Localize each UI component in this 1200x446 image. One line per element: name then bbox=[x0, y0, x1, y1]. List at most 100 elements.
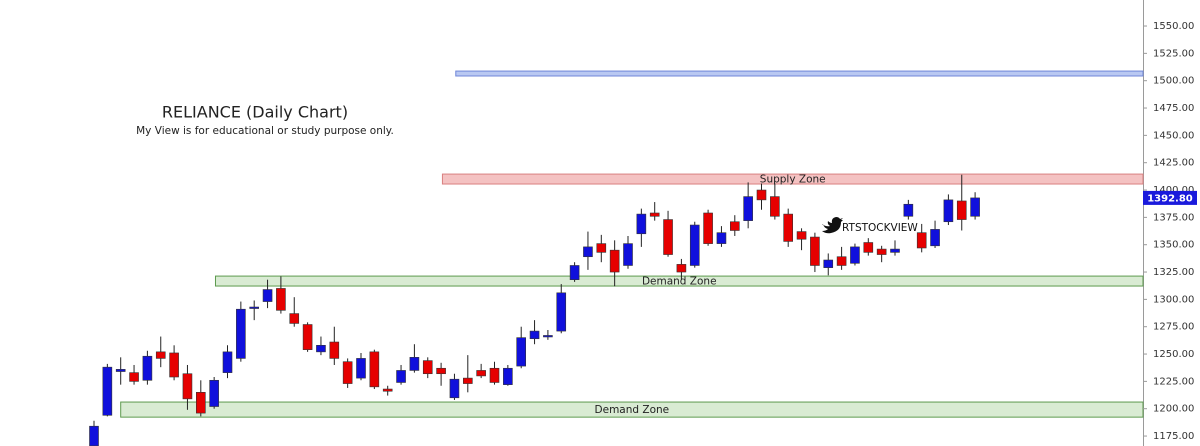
y-tick-label: 1300.00 bbox=[1153, 294, 1194, 305]
candle-body bbox=[222, 351, 233, 373]
candle-body bbox=[356, 358, 366, 379]
candle-body bbox=[489, 367, 500, 383]
candle-body bbox=[529, 330, 540, 340]
zone-label: Supply Zone bbox=[760, 174, 826, 186]
candle-body bbox=[422, 360, 433, 375]
candle-body bbox=[783, 213, 794, 242]
candle-body bbox=[663, 219, 673, 255]
candle-body bbox=[569, 265, 580, 280]
candle-body bbox=[676, 264, 687, 273]
candle-body bbox=[382, 388, 393, 392]
candle-body bbox=[583, 246, 593, 258]
candle-body bbox=[396, 370, 406, 383]
candle-body bbox=[810, 236, 820, 266]
candle-body bbox=[703, 212, 713, 244]
y-tick-label: 1200.00 bbox=[1153, 404, 1194, 415]
y-tick-label: 1225.00 bbox=[1153, 376, 1194, 387]
candle-body bbox=[903, 203, 914, 217]
watermark-text: RTSTOCKVIEW bbox=[842, 222, 918, 234]
y-tick-label: 1325.00 bbox=[1153, 267, 1194, 278]
candle-body bbox=[342, 361, 353, 384]
candle-body bbox=[623, 243, 633, 266]
y-tick-label: 1275.00 bbox=[1153, 322, 1194, 333]
zone-label: Demand Zone bbox=[642, 276, 717, 288]
candle-body bbox=[609, 249, 620, 273]
candle-body bbox=[289, 313, 300, 324]
candle-body bbox=[329, 341, 340, 359]
candle-body bbox=[209, 379, 219, 407]
candle-body bbox=[823, 259, 834, 268]
candle-body bbox=[596, 243, 607, 253]
y-tick-label: 1400.00 bbox=[1153, 185, 1194, 196]
candle-body bbox=[462, 377, 473, 384]
candle-body bbox=[115, 369, 126, 372]
candle-body bbox=[169, 352, 179, 378]
last-price-box bbox=[1143, 190, 1197, 205]
candle-body bbox=[129, 372, 139, 382]
candle-body bbox=[716, 232, 727, 244]
y-tick-label: 1450.00 bbox=[1153, 130, 1194, 141]
zone bbox=[214, 275, 1144, 287]
candle-body bbox=[196, 392, 206, 414]
candle-body bbox=[89, 425, 99, 446]
candle-body bbox=[503, 367, 513, 385]
candle-body bbox=[863, 242, 874, 253]
y-tick-label: 1550.00 bbox=[1153, 21, 1194, 32]
candle-body bbox=[770, 196, 780, 217]
watermark: RTSTOCKVIEW bbox=[822, 217, 918, 234]
chart-title: RELIANCE (Daily Chart) bbox=[162, 103, 348, 122]
candle-body bbox=[409, 357, 420, 371]
y-tick-label: 1500.00 bbox=[1153, 76, 1194, 87]
y-tick-label: 1475.00 bbox=[1153, 103, 1194, 114]
candle-body bbox=[970, 197, 980, 217]
candles bbox=[89, 174, 980, 446]
zone bbox=[455, 70, 1144, 77]
candle-body bbox=[142, 355, 153, 381]
y-tick-label: 1375.00 bbox=[1153, 212, 1194, 223]
candle-body bbox=[649, 212, 660, 217]
candle-body bbox=[155, 351, 166, 359]
y-tick-label: 1425.00 bbox=[1153, 158, 1194, 169]
y-tick-label: 1350.00 bbox=[1153, 240, 1194, 251]
twitter-icon bbox=[822, 217, 843, 234]
candle-body bbox=[689, 224, 700, 266]
zone-label: Demand Zone bbox=[595, 404, 670, 416]
zone bbox=[120, 401, 1144, 418]
candle-body bbox=[436, 367, 446, 375]
candle-body bbox=[836, 256, 847, 266]
candle-body bbox=[850, 246, 860, 264]
zone bbox=[441, 173, 1144, 185]
chart-subtitle: My View is for educational or study purp… bbox=[136, 125, 394, 137]
candle-body bbox=[556, 292, 567, 332]
zones: Supply Zone Demand Zone Demand Zone bbox=[120, 70, 1144, 418]
last-price-label: 1392.80 bbox=[1147, 193, 1193, 204]
candle-body bbox=[516, 337, 527, 367]
candle-body bbox=[449, 378, 460, 399]
candle-body bbox=[796, 231, 807, 240]
candle-body bbox=[316, 344, 326, 353]
candle-body bbox=[956, 200, 967, 220]
candle-body bbox=[102, 366, 113, 416]
candle-body bbox=[743, 196, 753, 221]
price-axis: 1175.00 1200.00 1225.00 1250.00 1275.00 1300.… bbox=[1143, 21, 1197, 442]
candle-body bbox=[756, 189, 767, 201]
candle-body bbox=[543, 335, 553, 338]
candle-body bbox=[182, 373, 193, 400]
candle-body bbox=[369, 351, 380, 388]
candle-body bbox=[943, 199, 954, 223]
candle-body bbox=[930, 229, 940, 247]
y-tick-label: 1250.00 bbox=[1153, 349, 1194, 360]
candle-body bbox=[249, 306, 259, 309]
candle-body bbox=[876, 248, 887, 255]
y-tick-label: 1175.00 bbox=[1153, 431, 1194, 442]
candle-body bbox=[476, 370, 486, 377]
candle-body bbox=[729, 221, 740, 231]
candle-body bbox=[276, 288, 286, 311]
y-tick-label: 1525.00 bbox=[1153, 48, 1194, 59]
candle-body bbox=[302, 324, 313, 350]
candle-body bbox=[890, 248, 900, 253]
candle-body bbox=[916, 232, 927, 249]
